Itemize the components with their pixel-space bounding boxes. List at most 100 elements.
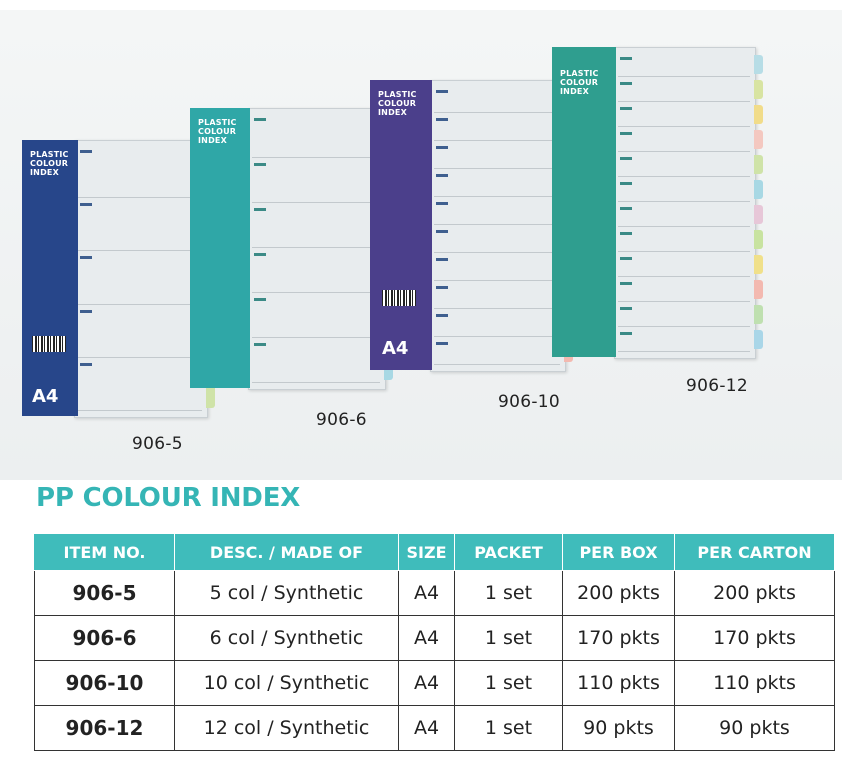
divider-row-line: [618, 76, 750, 77]
table-row: 906-10 10 col / Synthetic A4 1 set 110 p…: [34, 660, 835, 706]
item-number: 906-5: [34, 570, 175, 616]
cover-title-line: PLASTIC: [378, 90, 417, 99]
packet-cell: 1 set: [454, 615, 563, 661]
divider-row-marker: [620, 257, 632, 260]
packet-cell: 1 set: [454, 570, 563, 616]
product-photo: PLASTIC COLOUR INDEX A4 PLASTIC COLOUR I…: [0, 10, 842, 480]
divider-row-marker: [620, 332, 632, 335]
divider-row-line: [434, 224, 560, 225]
divider-row-marker: [620, 207, 632, 210]
per-box-cell: 170 pkts: [562, 615, 675, 661]
column-header: PACKET: [454, 533, 563, 571]
divider-row-marker: [254, 118, 266, 121]
colour-tab: [754, 230, 763, 249]
divider-row-marker: [620, 82, 632, 85]
divider-row-line: [434, 280, 560, 281]
product-cover: PLASTIC COLOUR INDEX: [552, 47, 616, 357]
per-box-cell: 200 pkts: [562, 570, 675, 616]
product-cover: PLASTIC COLOUR INDEX A4: [22, 140, 78, 416]
divider-row-marker: [436, 286, 448, 289]
per-carton-cell: 170 pkts: [674, 615, 835, 661]
cover-title-line: PLASTIC: [30, 150, 69, 159]
column-header: DESC. / MADE OF: [174, 533, 399, 571]
divider-row-line: [618, 226, 750, 227]
packet-cell: 1 set: [454, 660, 563, 706]
per-box-cell: 110 pkts: [562, 660, 675, 706]
barcode: [32, 336, 66, 352]
column-header: PER CARTON: [674, 533, 835, 571]
divider-sheet: [248, 108, 386, 390]
description-cell: 6 col / Synthetic: [174, 615, 399, 661]
product-label-906-6: 906-6: [316, 410, 367, 430]
product-906-12: PLASTIC COLOUR INDEX: [552, 47, 766, 359]
table-header-row: ITEM NO. DESC. / MADE OF SIZE PACKET PER…: [34, 533, 835, 571]
colour-tab: [754, 205, 763, 224]
spec-table: ITEM NO. DESC. / MADE OF SIZE PACKET PER…: [34, 533, 835, 751]
divider-row-line: [252, 247, 380, 248]
divider-row-marker: [436, 146, 448, 149]
divider-row-marker: [254, 208, 266, 211]
colour-tab: [754, 130, 763, 149]
cover-title-line: COLOUR: [560, 78, 599, 87]
divider-row-marker: [620, 57, 632, 60]
divider-row-marker: [620, 132, 632, 135]
column-header: SIZE: [398, 533, 455, 571]
divider-row-line: [434, 112, 560, 113]
divider-row-marker: [436, 90, 448, 93]
divider-row-line: [618, 101, 750, 102]
divider-row-line: [618, 151, 750, 152]
divider-row-line: [78, 250, 202, 252]
colour-tab: [754, 80, 763, 99]
size-cell: A4: [398, 615, 455, 661]
divider-row-marker: [436, 118, 448, 121]
cover-title-line: COLOUR: [30, 159, 69, 168]
divider-row-marker: [620, 232, 632, 235]
per-carton-cell: 110 pkts: [674, 660, 835, 706]
divider-row-marker: [620, 282, 632, 285]
divider-row-line: [78, 410, 202, 411]
cover-title-line: COLOUR: [378, 99, 417, 108]
divider-row-marker: [80, 362, 92, 366]
item-number: 906-12: [34, 705, 175, 751]
product-cover: PLASTIC COLOUR INDEX A4: [370, 80, 432, 370]
divider-row-marker: [436, 230, 448, 233]
divider-row-line: [618, 326, 750, 327]
divider-row-line: [618, 276, 750, 277]
column-header: ITEM NO.: [34, 533, 175, 571]
per-carton-cell: 200 pkts: [674, 570, 835, 616]
colour-tab: [754, 180, 763, 199]
divider-row-marker: [80, 309, 92, 313]
divider-row-marker: [620, 307, 632, 310]
divider-row-marker: [620, 157, 632, 160]
divider-row-marker: [436, 202, 448, 205]
colour-tab: [754, 105, 763, 124]
divider-row-line: [78, 356, 202, 358]
column-header: PER BOX: [562, 533, 675, 571]
divider-row-line: [434, 364, 560, 365]
product-label-906-12: 906-12: [686, 376, 749, 396]
cover-title-line: INDEX: [560, 87, 589, 96]
divider-row-line: [618, 176, 750, 177]
cover-title-line: PLASTIC: [198, 118, 237, 127]
divider-row-line: [252, 337, 380, 338]
colour-tab: [754, 330, 763, 349]
cover-title-line: INDEX: [30, 168, 59, 177]
divider-row-line: [618, 201, 750, 202]
per-box-cell: 90 pkts: [562, 705, 675, 751]
divider-row-line: [434, 308, 560, 309]
cover-title-line: PLASTIC: [560, 69, 599, 78]
cover-title-line: INDEX: [378, 108, 407, 117]
per-carton-cell: 90 pkts: [674, 705, 835, 751]
product-cover: PLASTIC COLOUR INDEX: [190, 108, 250, 388]
divider-row-line: [618, 251, 750, 252]
packet-cell: 1 set: [454, 705, 563, 751]
description-cell: 12 col / Synthetic: [174, 705, 399, 751]
barcode: [382, 290, 416, 306]
colour-tab: [754, 55, 763, 74]
divider-row-marker: [80, 203, 92, 207]
divider-row-marker: [254, 253, 266, 256]
divider-row-marker: [620, 107, 632, 110]
divider-row-marker: [620, 182, 632, 185]
divider-row-marker: [436, 314, 448, 317]
divider-sheet: [430, 80, 566, 372]
